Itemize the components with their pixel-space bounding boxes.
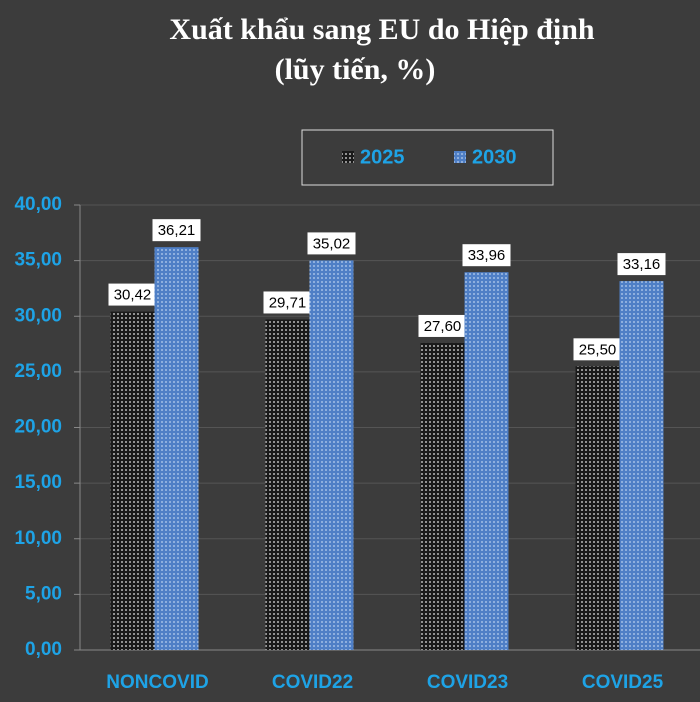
bar: [110, 311, 155, 650]
y-tick-label: 35,00: [14, 250, 62, 271]
chart-title: Xuất khẩu sang EU do Hiệp định: [169, 13, 594, 46]
y-tick-label: 0,00: [25, 639, 62, 660]
value-label: 30,42: [114, 287, 152, 304]
legend-box: [301, 129, 554, 186]
value-label-box: [263, 291, 312, 314]
legend-swatch: [342, 151, 354, 163]
x-tick-label: COVID25: [582, 672, 664, 693]
value-label-box: [617, 253, 666, 276]
legend-swatch: [454, 151, 466, 163]
y-tick-label: 25,00: [14, 361, 62, 382]
value-label: 36,21: [158, 222, 196, 239]
y-tick-label: 20,00: [14, 417, 62, 438]
value-label-box: [573, 338, 622, 361]
value-label: 33,16: [623, 256, 661, 273]
x-tick-label: NONCOVID: [106, 672, 208, 693]
y-tick-label: 30,00: [14, 305, 62, 326]
bar: [309, 260, 354, 650]
bar: [619, 281, 664, 650]
value-label: 35,02: [313, 235, 351, 252]
x-tick-label: COVID22: [272, 672, 353, 693]
value-label-box: [108, 283, 157, 306]
y-tick-label: 5,00: [25, 583, 62, 604]
bar: [154, 247, 199, 650]
y-tick-label: 40,00: [14, 194, 62, 215]
bar: [420, 342, 465, 650]
x-tick-label: COVID23: [427, 672, 508, 693]
bar: [265, 319, 310, 650]
bar: [575, 366, 620, 650]
legend-label: 2030: [472, 146, 517, 168]
value-label-box: [462, 244, 511, 267]
y-tick-label: 15,00: [14, 472, 62, 493]
value-label: 27,60: [424, 318, 462, 335]
legend-label: 2025: [360, 146, 405, 168]
chart-subtitle: (lũy tiến, %): [275, 53, 436, 86]
bar: [464, 272, 509, 650]
value-label-box: [152, 219, 201, 242]
y-tick-label: 10,00: [14, 528, 62, 549]
value-label: 29,71: [269, 294, 307, 311]
value-label-box: [418, 314, 467, 337]
value-label: 25,50: [579, 341, 617, 358]
value-label-box: [307, 232, 356, 255]
value-label: 33,96: [468, 247, 506, 264]
